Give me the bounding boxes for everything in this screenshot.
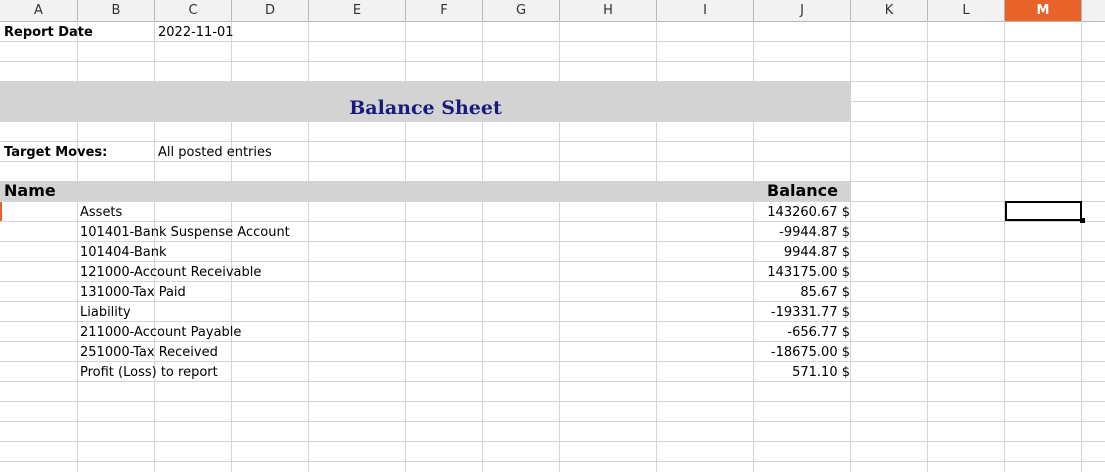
report-date-label[interactable]: Report Date [4,25,93,40]
column-gridline [1004,21,1005,472]
column-gridline [405,21,406,472]
title-band [0,81,851,121]
row-gridline [0,281,1105,282]
cell-cursor-M11[interactable] [1005,201,1082,221]
row-gridline [0,61,1105,62]
column-header-j[interactable]: J [754,0,851,21]
column-header-a[interactable]: A [0,0,78,21]
column-header-l[interactable]: L [928,0,1005,21]
row-gridline [0,41,1105,42]
column-gridline [927,21,928,472]
account-balance[interactable]: 143175.00 $ [767,265,850,280]
account-balance[interactable]: -19331.77 $ [770,305,850,320]
account-balance[interactable]: -18675.00 $ [770,345,850,360]
target-moves-label[interactable]: Target Moves: [4,145,108,160]
account-balance[interactable]: -656.77 $ [787,325,850,340]
column-gridline [656,21,657,472]
account-balance[interactable]: 9944.87 $ [783,245,850,260]
row-gridline [0,381,1105,382]
account-name[interactable]: 131000-Tax Paid [80,285,186,300]
column-header-g[interactable]: G [483,0,560,21]
row-gridline [0,201,1105,202]
account-balance[interactable]: 143260.67 $ [767,205,850,220]
account-balance[interactable]: 85.67 $ [800,285,850,300]
row-gridline [0,141,1105,142]
column-header-e[interactable]: E [309,0,406,21]
column-header-h[interactable]: H [560,0,657,21]
row-gridline [0,421,1105,422]
report-title[interactable]: Balance Sheet [349,97,502,119]
column-gridline [559,21,560,472]
row-gridline [0,221,1105,222]
account-name[interactable]: 121000-Account Receivable [80,265,262,280]
account-name[interactable]: Liability [80,305,131,320]
row-gridline [0,361,1105,362]
active-row-marker [0,202,2,221]
column-header-f[interactable]: F [406,0,483,21]
table-header-band [0,181,851,201]
column-header-i[interactable]: I [657,0,754,21]
column-gridline [482,21,483,472]
column-gridline [308,21,309,472]
row-gridline [0,461,1105,462]
column-header-m[interactable]: M [1005,0,1082,21]
column-gridline [753,21,754,472]
account-balance[interactable]: -9944.87 $ [779,225,850,240]
column-header-k[interactable]: K [851,0,928,21]
row-gridline [0,261,1105,262]
account-name[interactable]: 101404-Bank [80,245,167,260]
row-gridline [0,121,1105,122]
name-column-header[interactable]: Name [4,181,56,200]
column-gridline [1081,21,1082,472]
column-gridline [154,21,155,472]
column-header-d[interactable]: D [232,0,309,21]
account-name[interactable]: 101401-Bank Suspense Account [80,225,290,240]
column-gridline [231,21,232,472]
report-date-value[interactable]: 2022-11-01 [158,25,234,40]
row-gridline [0,401,1105,402]
account-balance[interactable]: 571.10 $ [792,365,850,380]
account-name[interactable]: Profit (Loss) to report [80,365,218,380]
row-gridline [0,241,1105,242]
row-gridline [0,161,1105,162]
account-name[interactable]: 211000-Account Payable [80,325,242,340]
column-header-c[interactable]: C [155,0,232,21]
column-gridline [77,21,78,472]
account-name[interactable]: Assets [80,205,123,220]
row-gridline [0,301,1105,302]
fill-handle[interactable] [1080,218,1085,223]
balance-column-header[interactable]: Balance [767,181,838,200]
row-gridline [0,341,1105,342]
target-moves-value[interactable]: All posted entries [158,145,272,160]
row-gridline [0,321,1105,322]
column-header-b[interactable]: B [78,0,155,21]
row-gridline [0,441,1105,442]
column-gridline [850,21,851,472]
account-name[interactable]: 251000-Tax Received [80,345,218,360]
